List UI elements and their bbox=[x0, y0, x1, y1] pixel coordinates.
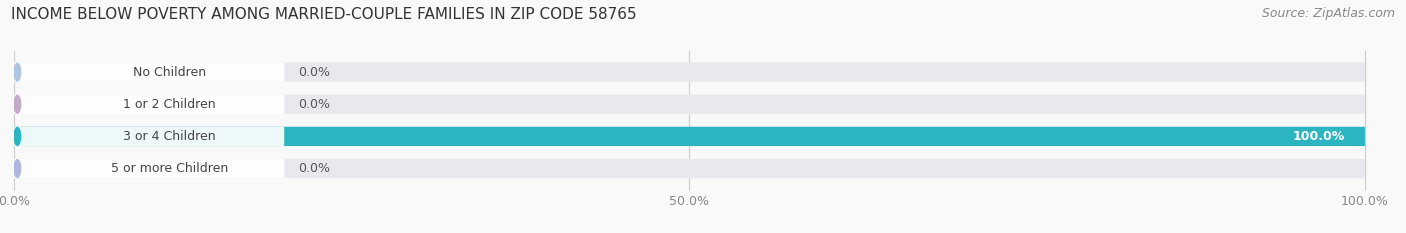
FancyBboxPatch shape bbox=[14, 127, 1365, 146]
FancyBboxPatch shape bbox=[14, 62, 284, 82]
Circle shape bbox=[13, 62, 21, 82]
Text: 0.0%: 0.0% bbox=[298, 162, 330, 175]
Text: 1 or 2 Children: 1 or 2 Children bbox=[124, 98, 215, 111]
Text: 3 or 4 Children: 3 or 4 Children bbox=[124, 130, 215, 143]
Text: 0.0%: 0.0% bbox=[298, 66, 330, 79]
Text: 100.0%: 100.0% bbox=[1292, 130, 1344, 143]
Text: No Children: No Children bbox=[132, 66, 205, 79]
Text: INCOME BELOW POVERTY AMONG MARRIED-COUPLE FAMILIES IN ZIP CODE 58765: INCOME BELOW POVERTY AMONG MARRIED-COUPL… bbox=[11, 7, 637, 22]
FancyBboxPatch shape bbox=[14, 159, 284, 178]
Text: Source: ZipAtlas.com: Source: ZipAtlas.com bbox=[1261, 7, 1395, 20]
FancyBboxPatch shape bbox=[14, 95, 284, 114]
Text: 5 or more Children: 5 or more Children bbox=[111, 162, 228, 175]
Text: 0.0%: 0.0% bbox=[298, 98, 330, 111]
FancyBboxPatch shape bbox=[14, 127, 284, 146]
FancyBboxPatch shape bbox=[14, 95, 1365, 114]
Circle shape bbox=[13, 95, 21, 114]
FancyBboxPatch shape bbox=[14, 127, 1365, 146]
FancyBboxPatch shape bbox=[14, 62, 1365, 82]
FancyBboxPatch shape bbox=[14, 159, 1365, 178]
Circle shape bbox=[13, 127, 21, 146]
Circle shape bbox=[13, 159, 21, 178]
